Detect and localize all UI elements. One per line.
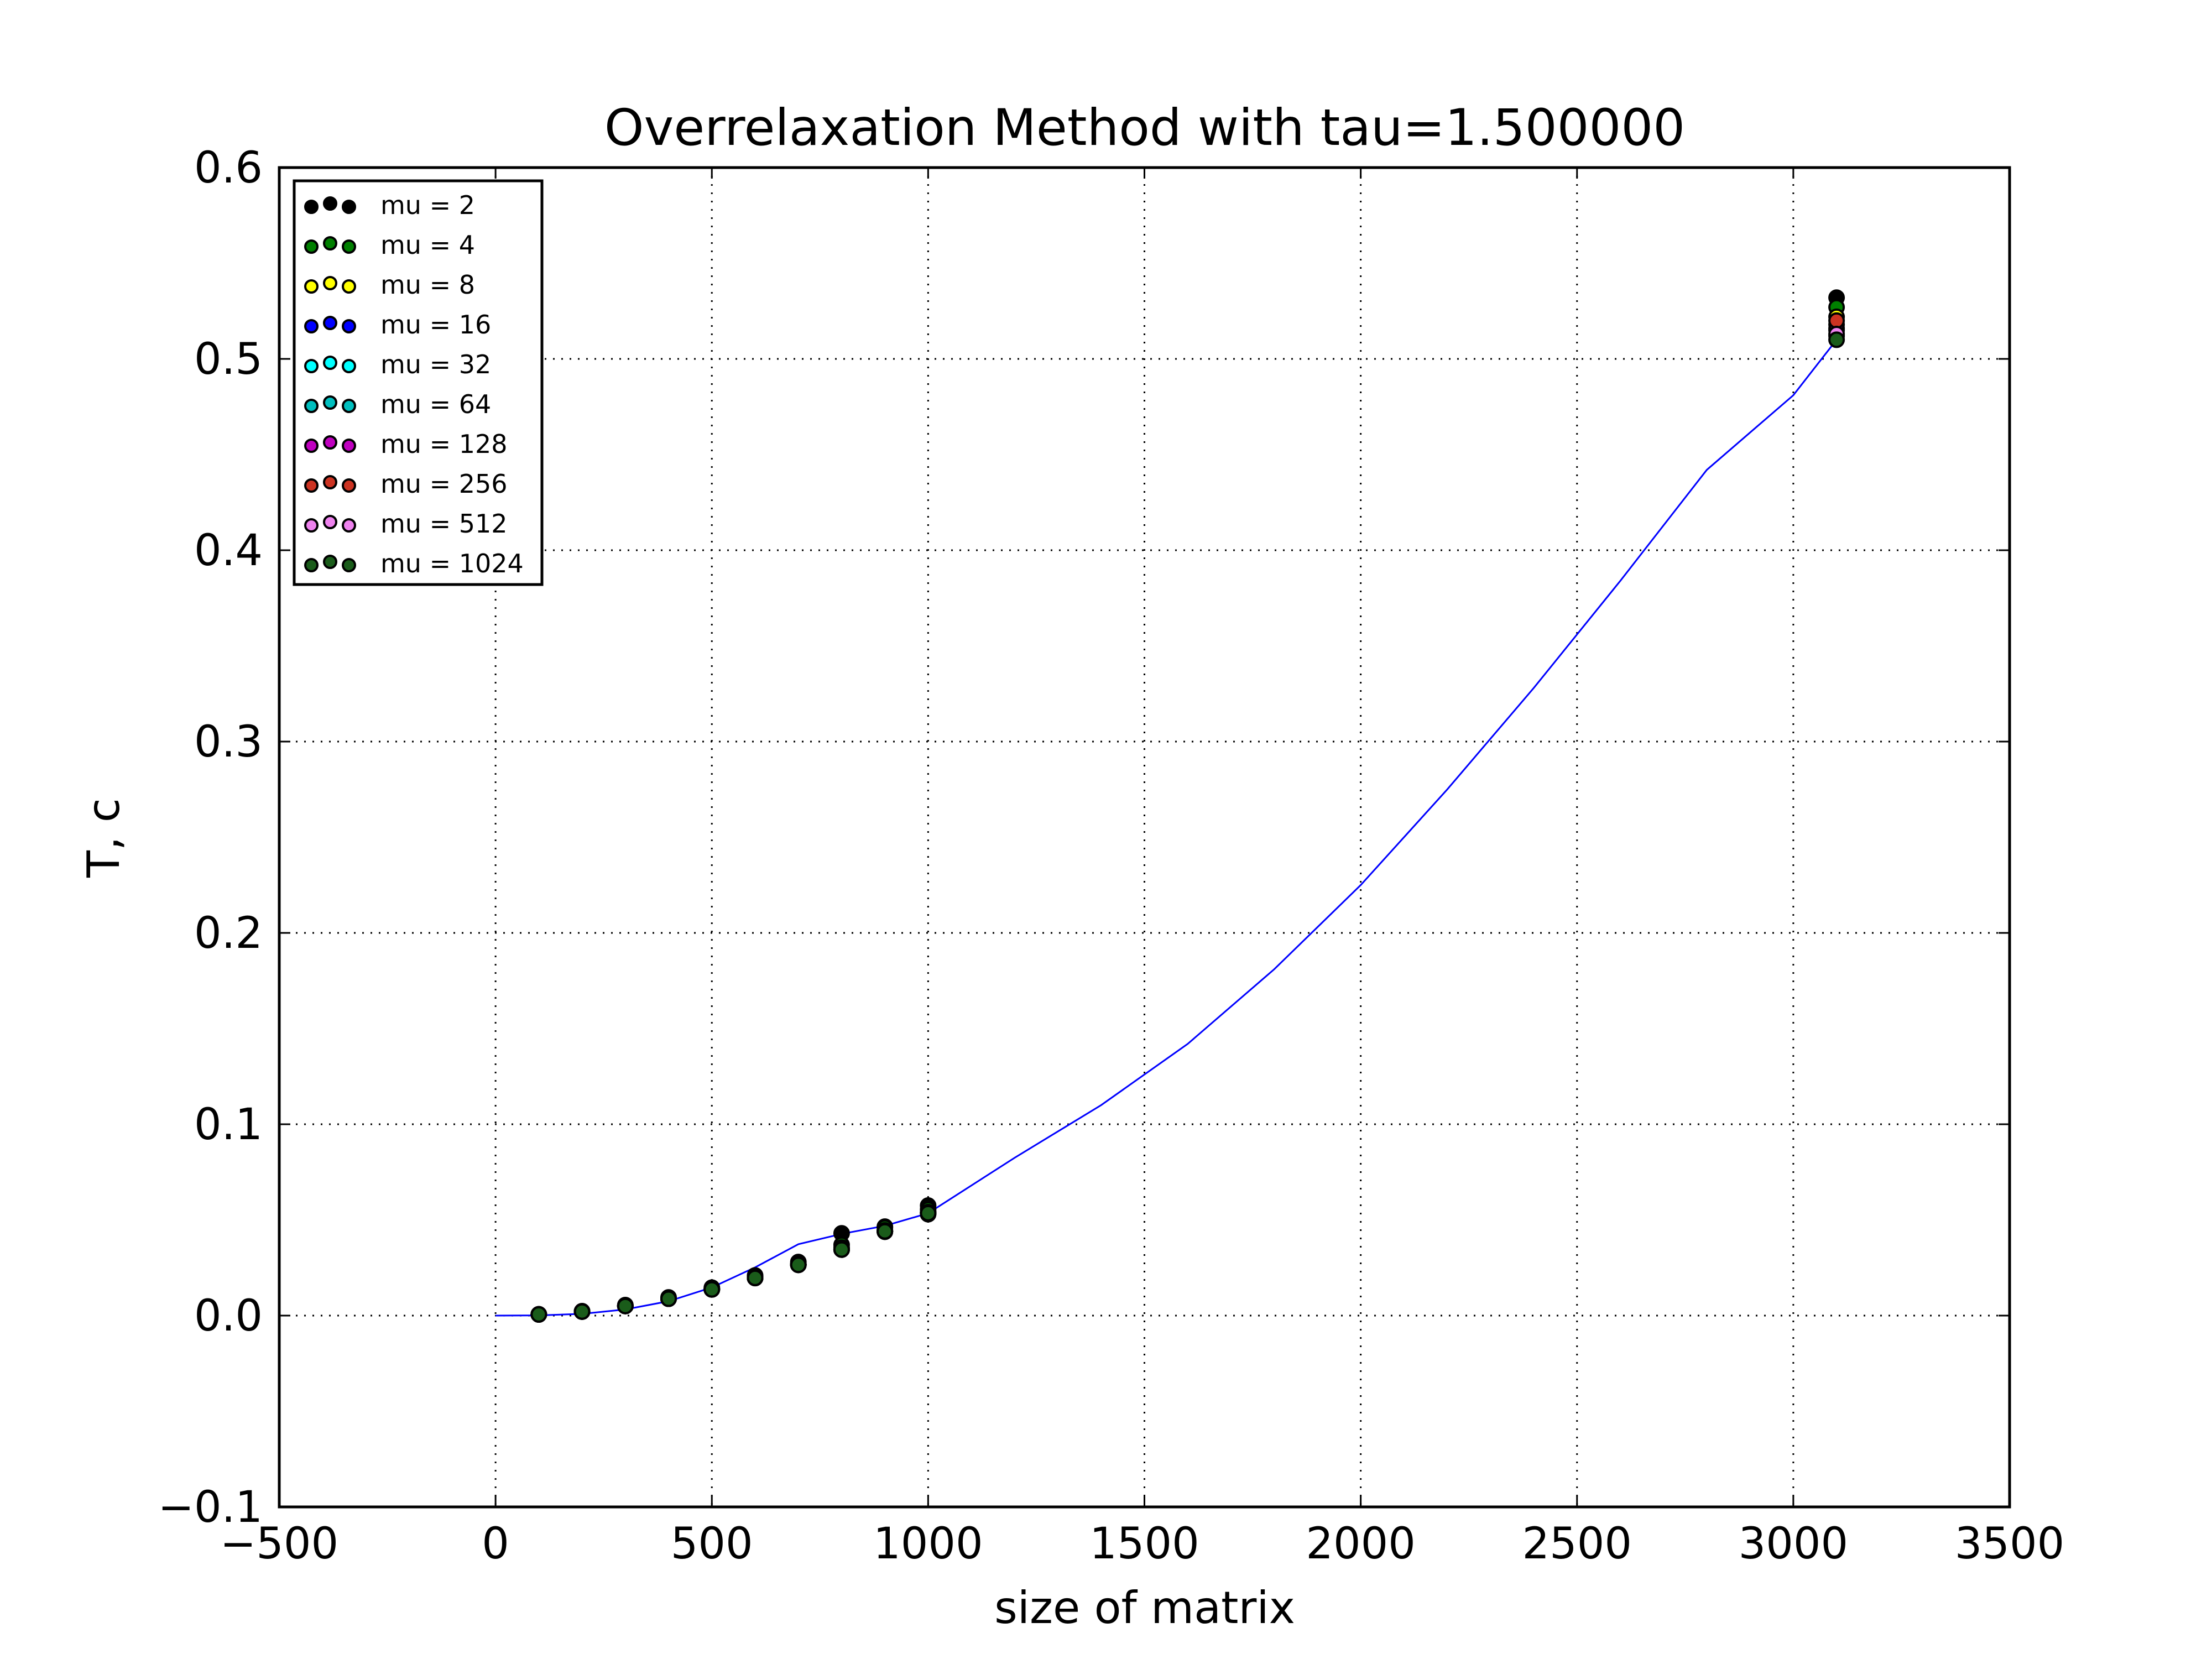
x-tick-label: −500 [220, 1519, 338, 1569]
legend-entry: mu = 2 [304, 190, 475, 220]
y-axis-label: T, c [78, 798, 129, 878]
data-point [573, 1303, 591, 1320]
legend-entry: mu = 64 [304, 389, 491, 419]
y-tick-label: 0.3 [194, 717, 263, 767]
legend-marker [323, 475, 337, 489]
legend-label: mu = 16 [380, 310, 491, 340]
legend-marker [323, 515, 337, 529]
legend-marker [304, 359, 319, 373]
legend-label: mu = 256 [380, 469, 508, 499]
legend-label: mu = 64 [380, 389, 491, 419]
data-point [530, 1306, 547, 1323]
x-tick-label: 1500 [1089, 1519, 1199, 1569]
legend-entry: mu = 1024 [304, 549, 524, 578]
legend-entry: mu = 256 [304, 469, 508, 499]
legend-label: mu = 32 [380, 349, 491, 379]
y-tick-label: 0.6 [194, 143, 263, 193]
legend-marker [342, 239, 356, 254]
x-tick-label: 3000 [1739, 1519, 1849, 1569]
legend-label: mu = 2 [380, 190, 475, 220]
legend-marker [304, 399, 319, 413]
x-tick-label: 1000 [873, 1519, 983, 1569]
legend-entry: mu = 8 [304, 270, 475, 300]
legend-marker [304, 200, 319, 214]
x-axis-label: size of matrix [994, 1582, 1295, 1634]
legend-label: mu = 512 [380, 509, 508, 539]
y-tick-label: 0.2 [194, 909, 263, 958]
data-points [530, 289, 1845, 1323]
x-tick-label: 500 [671, 1519, 753, 1569]
legend-marker [342, 558, 356, 572]
legend-marker [342, 518, 356, 533]
legend-entry: mu = 512 [304, 509, 508, 539]
x-tick-label: 2500 [1522, 1519, 1632, 1569]
legend-marker [342, 200, 356, 214]
y-tick-label: −0.1 [158, 1483, 263, 1532]
legend-marker [304, 439, 319, 453]
y-tick-label: 0.0 [194, 1291, 263, 1341]
legend-entry: mu = 128 [304, 429, 508, 459]
fit-curve-line [495, 339, 1838, 1317]
data-point [790, 1256, 807, 1274]
data-point [660, 1290, 677, 1307]
legend-marker [323, 395, 337, 410]
legend-marker [323, 236, 337, 251]
legend-marker [342, 319, 356, 333]
data-point [877, 1223, 894, 1240]
legend: mu = 2 mu = 4 mu = 8 mu = 16 mu = 32 mu = 64 m… [293, 179, 544, 586]
data-point [833, 1241, 850, 1258]
legend-label: mu = 1024 [380, 549, 524, 578]
legend-marker [323, 196, 337, 211]
legend-marker [304, 239, 319, 254]
legend-marker [342, 279, 356, 294]
legend-label: mu = 8 [380, 270, 475, 300]
legend-label: mu = 128 [380, 429, 508, 459]
legend-marker [323, 555, 337, 569]
y-tick-label: 0.5 [194, 335, 263, 384]
data-point [747, 1269, 764, 1286]
data-point [920, 1204, 937, 1222]
legend-marker [342, 439, 356, 453]
data-point [703, 1281, 721, 1298]
x-tick-label: 0 [482, 1519, 509, 1569]
legend-entry: mu = 16 [304, 310, 491, 340]
axis-ticks: −500 0 500 1000 1500 2000 2500 3000 3500 −0.1 0.0 0… [158, 143, 2065, 1569]
legend-marker [304, 319, 319, 333]
legend-marker [304, 478, 319, 493]
data-point [1828, 331, 1845, 348]
data-point [617, 1297, 634, 1314]
legend-marker [323, 276, 337, 290]
legend-marker [304, 558, 319, 572]
legend-entry: mu = 32 [304, 349, 491, 379]
y-tick-label: 0.1 [194, 1100, 263, 1150]
x-tick-label: 3500 [1955, 1519, 2065, 1569]
chart-title: Overrelaxation Method with tau=1.500000 [604, 99, 1685, 157]
legend-marker [304, 518, 319, 533]
legend-marker [323, 316, 337, 330]
legend-marker [323, 356, 337, 370]
legend-marker [304, 279, 319, 294]
x-tick-label: 2000 [1306, 1519, 1416, 1569]
legend-marker [342, 359, 356, 373]
legend-marker [342, 478, 356, 493]
legend-label: mu = 4 [380, 230, 475, 260]
y-tick-label: 0.4 [194, 526, 263, 576]
legend-entry: mu = 4 [304, 230, 475, 260]
data-point [1828, 312, 1845, 329]
legend-marker [342, 399, 356, 413]
legend-marker [323, 435, 337, 450]
